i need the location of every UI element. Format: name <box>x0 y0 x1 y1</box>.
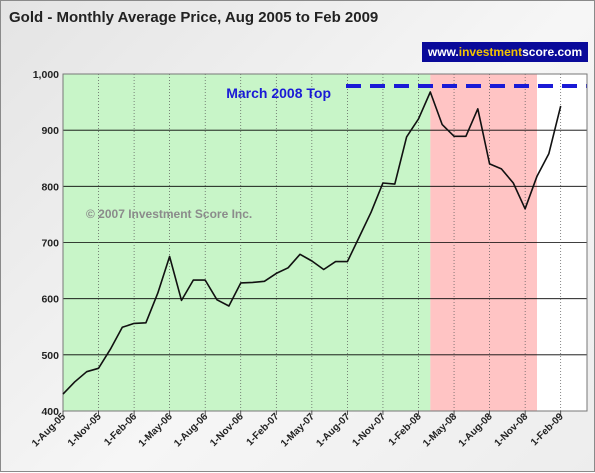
y-tick-label: 900 <box>41 125 59 137</box>
x-tick-label: 1-May-07 <box>279 411 317 449</box>
x-tick-label: 1-Nov-06 <box>208 411 246 449</box>
x-tick-label: 1-Nov-07 <box>350 411 388 449</box>
chart-title: Gold - Monthly Average Price, Aug 2005 t… <box>9 9 378 26</box>
reference-line-label: March 2008 Top <box>226 85 331 101</box>
brand-highlight: investment <box>459 45 522 59</box>
x-tick-label: 1-Nov-05 <box>66 411 104 449</box>
y-axis: 400 500 600 700 800 900 1,000 <box>33 69 59 418</box>
x-tick-label: 1-Feb-08 <box>387 411 424 448</box>
x-tick-label: 1-Aug-06 <box>172 411 210 449</box>
x-tick-label: 1-May-06 <box>137 411 175 449</box>
copyright-annotation: © 2007 Investment Score Inc. <box>86 207 252 221</box>
y-tick-label: 800 <box>41 181 59 193</box>
y-tick-label: 600 <box>41 294 59 306</box>
plot-border <box>62 73 588 412</box>
series-group <box>62 91 562 395</box>
brand-badge-bg <box>422 42 588 62</box>
x-tick-label: 1-Nov-08 <box>493 411 531 449</box>
x-tick-label: 1-Feb-09 <box>529 411 566 448</box>
y-tick-label: 500 <box>41 350 59 362</box>
brand-suffix: score.com <box>522 45 582 59</box>
x-tick-label: 1-Feb-06 <box>102 411 139 448</box>
x-tick-label: 1-Aug-07 <box>314 411 352 449</box>
y-tick-label: 1,000 <box>33 69 59 81</box>
x-tick-label: 1-May-08 <box>421 411 459 449</box>
brand-prefix: www. <box>427 45 459 59</box>
x-tick-label: 1-Feb-07 <box>245 411 282 448</box>
brand-text: www.investmentscore.com <box>427 45 582 59</box>
x-axis: 1-Aug-051-Nov-051-Feb-061-May-061-Aug-06… <box>30 411 566 449</box>
y-tick-label: 400 <box>41 406 59 418</box>
series-line <box>62 91 562 395</box>
x-tick-label: 1-Aug-08 <box>457 411 495 449</box>
brand-badge: www.investmentscore.com <box>422 42 588 62</box>
y-tick-label: 700 <box>41 238 59 250</box>
